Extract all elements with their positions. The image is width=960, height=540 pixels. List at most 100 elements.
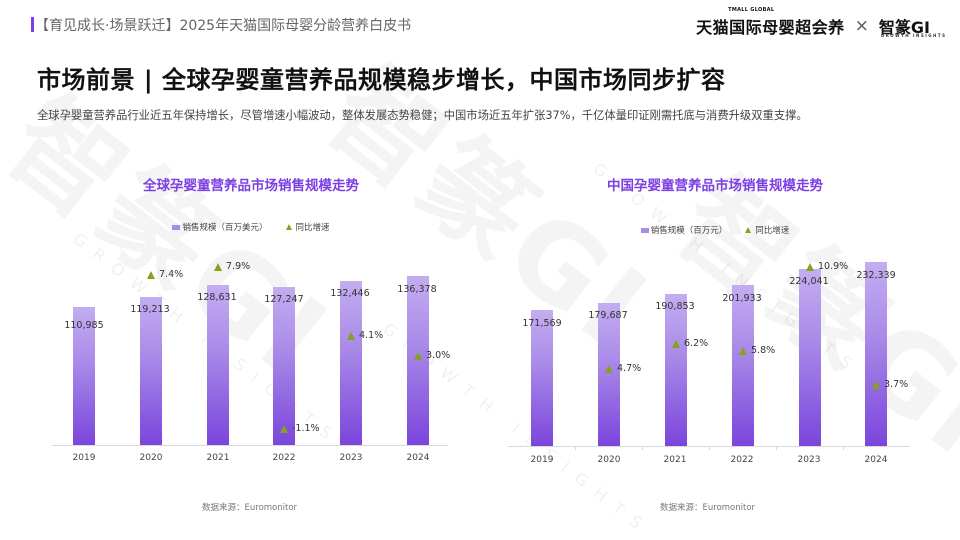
x-tick-label: 2024 [406,453,430,463]
value-label: 190,853 [655,301,695,312]
growth-marker: 10.9% [806,261,848,273]
chart-legend: 销售规模（百万美元） 同比增速 [0,221,502,233]
growth-label: 10.9% [818,261,849,272]
triangle-marker-icon [285,224,292,230]
value-label: 132,446 [330,288,370,299]
bar-2024 [865,262,887,446]
x-axis [52,445,448,446]
growth-marker: 3.7% [872,379,908,391]
value-label: 128,631 [197,292,237,303]
chart-title: 全球孕婴童营养品市场销售规模走势 [143,178,359,194]
header-bar: 【育见成长·场景跃迁】2025年天猫国际母婴分龄营养白皮书 TMALL GLOB… [0,0,960,44]
x-tick-label: 2021 [206,453,230,463]
growth-label: 4.7% [617,363,642,374]
bar-2023 [340,281,362,445]
triangle-marker-icon [280,425,288,433]
growth-label: 6.2% [684,338,709,349]
legend-label: 同比增速 [295,223,330,233]
triangle-marker-icon [347,332,355,340]
china-market-chart: 中国孕婴童营养品市场销售规模走势 销售规模（百万元） 同比增速 171,569 … [480,0,960,540]
growth-label: 3.0% [426,350,451,361]
growth-label: -1.1% [292,423,320,434]
gi-logo: 智篆GI GROWTH INSIGHTS [878,14,945,38]
chart-legend: 销售规模（百万元） 同比增速 [480,224,950,236]
triangle-marker-icon [214,263,222,271]
accent-bar [31,17,34,32]
global-market-chart: 全球孕婴童营养品市场销售规模走势 销售规模（百万美元） 同比增速 110,985… [52,178,450,513]
growth-marker: 5.8% [739,345,775,357]
page-title: 市场前景 | 全球孕婴童营养品规模稳步增长，中国市场同步扩容 [37,66,726,94]
bar-2022 [732,285,754,446]
bar-2024 [407,276,429,445]
x-tick-label: 2019 [530,455,554,465]
x-tick-label: 2022 [730,455,754,465]
value-label: 119,213 [130,304,170,315]
growth-marker: 7.4% [147,269,183,281]
value-label: 224,041 [789,276,829,287]
x-axis-tick [843,446,844,450]
tmall-logo-sup: TMALL GLOBAL [728,7,775,13]
bar-2020 [598,303,620,446]
legend-label: 销售规模（百万美元） [182,223,268,233]
gi-logo-sub: GROWTH INSIGHTS [880,33,947,38]
x-axis-tick [709,446,710,450]
growth-marker: 4.1% [347,330,383,342]
triangle-marker-icon [414,352,422,360]
growth-label: 7.9% [226,261,251,272]
triangle-marker-icon [605,365,613,373]
x-tick-label: 2022 [272,453,296,463]
growth-marker: -1.1% [280,423,320,435]
growth-label: 7.4% [159,269,184,280]
growth-label: 3.7% [884,379,909,390]
data-source: 数据来源：Euromonitor [660,503,756,513]
legend-label: 同比增速 [755,226,790,236]
chart-title: 中国孕婴童营养品市场销售规模走势 [607,178,823,194]
brand-separator: × [854,16,869,36]
growth-marker: 4.7% [605,363,641,375]
bar-2019 [531,310,553,446]
report-tag-text: 【育见成长·场景跃迁】2025年天猫国际母婴分龄营养白皮书 [35,18,412,34]
bar-2021 [665,294,687,446]
value-label: 136,378 [397,284,437,295]
growth-marker: 3.0% [414,350,450,362]
x-tick-label: 2020 [597,455,621,465]
value-label: 127,247 [264,294,304,305]
triangle-marker-icon [806,263,814,271]
legend-item-sales: 销售规模（百万美元） [172,221,268,233]
gi-logo-text: 智篆GI [878,18,930,37]
x-axis-tick [776,446,777,450]
x-tick-label: 2023 [797,455,821,465]
growth-label: 4.1% [359,330,384,341]
report-tag: 【育见成长·场景跃迁】2025年天猫国际母婴分龄营养白皮书 [31,17,411,35]
data-source: 数据来源：Euromonitor [202,503,298,513]
bar-2020 [140,297,162,445]
growth-marker: 6.2% [672,338,708,350]
bar-swatch-icon [172,224,181,230]
x-tick-label: 2023 [339,453,363,463]
value-label: 201,933 [722,293,762,304]
triangle-marker-icon [745,227,752,233]
legend-label: 销售规模（百万元） [650,226,728,236]
brand-lockup: TMALL GLOBAL 天猫国际母婴超会养 × 智篆GI GROWTH INS… [696,7,945,38]
triangle-marker-icon [147,271,155,279]
x-tick-label: 2021 [663,455,687,465]
tmall-logo: TMALL GLOBAL 天猫国际母婴超会养 [696,7,845,38]
legend-item-growth: 同比增速 [285,221,330,233]
bar-2021 [207,285,229,445]
triangle-marker-icon [872,381,880,389]
growth-label: 5.8% [751,345,776,356]
tmall-logo-text: 天猫国际母婴超会养 [696,18,845,37]
growth-marker: 7.9% [214,261,250,273]
x-tick-label: 2020 [139,453,163,463]
x-tick-label: 2019 [72,453,96,463]
legend-item-growth: 同比增速 [745,224,789,236]
bar-2023 [799,269,821,446]
bar-2019 [73,307,95,445]
bar-swatch-icon [640,227,649,233]
value-label: 110,985 [64,320,104,331]
value-label: 232,339 [856,270,896,281]
legend-item-sales: 销售规模（百万元） [640,224,728,236]
triangle-marker-icon [739,347,747,355]
value-label: 171,569 [522,318,562,329]
triangle-marker-icon [672,340,680,348]
